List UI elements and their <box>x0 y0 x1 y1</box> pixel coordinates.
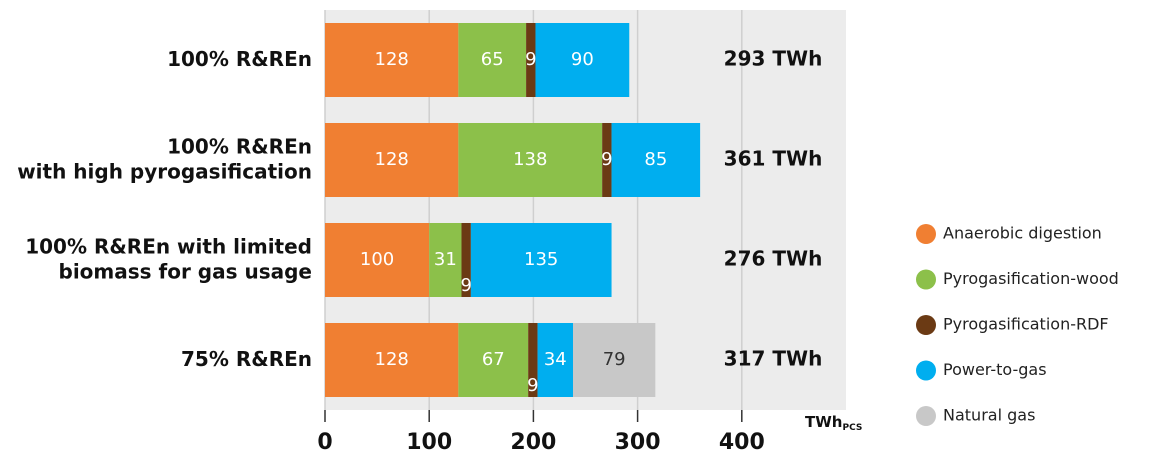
x-axis-unit-sub: PCS <box>842 423 862 433</box>
bar-segment <box>535 23 630 97</box>
legend-label: Pyrogasification-RDF <box>943 315 1109 334</box>
category-label: 100% R&REn with limited biomass for gas u… <box>25 234 312 283</box>
value-label: 9 <box>527 375 538 396</box>
value-label: 65 <box>481 49 504 70</box>
value-label: 9 <box>525 49 536 70</box>
value-label: 31 <box>434 249 457 270</box>
value-label: 128 <box>375 349 409 370</box>
x-tick-label: 300 <box>615 430 661 455</box>
total-label: 317 TWh <box>724 347 823 371</box>
legend-swatch <box>916 224 936 244</box>
bar-segment <box>572 323 656 397</box>
total-label: 361 TWh <box>724 147 823 171</box>
legend-swatch <box>916 315 936 335</box>
category-label: 100% R&REn with high pyrogasification <box>17 134 312 183</box>
bar-segment <box>325 323 459 397</box>
x-tick-label: 400 <box>719 430 765 455</box>
legend-label: Natural gas <box>943 406 1035 425</box>
x-tick-label: 0 <box>317 430 332 455</box>
category-label: 100% R&REn <box>167 47 312 71</box>
total-label: 276 TWh <box>724 247 823 271</box>
bar-segment <box>470 223 612 297</box>
legend-label: Power-to-gas <box>943 360 1047 379</box>
bar-segment <box>461 223 471 297</box>
value-label: 34 <box>544 349 567 370</box>
bar-segment <box>458 323 529 397</box>
value-label: 135 <box>524 249 558 270</box>
category-line: 100% R&REn <box>167 47 312 71</box>
category-line: biomass for gas usage <box>59 259 313 283</box>
value-label: 9 <box>601 149 612 170</box>
category-line: 75% R&REn <box>181 347 312 371</box>
value-label: 9 <box>460 275 471 296</box>
bar-segment <box>602 123 612 197</box>
legend-swatch <box>916 360 936 381</box>
bar-segment <box>528 323 538 397</box>
legend-swatch <box>916 406 936 426</box>
legend-swatch <box>916 269 936 290</box>
x-axis-label: TWhPCS <box>805 413 862 433</box>
legend-label: Pyrogasification-wood <box>943 269 1119 288</box>
value-label: 79 <box>603 349 626 370</box>
x-tick-label: 100 <box>406 430 452 455</box>
value-label: 67 <box>482 349 505 370</box>
category-label: 75% R&REn <box>181 347 312 371</box>
category-line: 100% R&REn <box>167 134 312 158</box>
value-label: 90 <box>571 49 594 70</box>
bar-segment <box>458 123 603 197</box>
bar-segment <box>458 23 527 97</box>
value-label: 128 <box>375 49 409 70</box>
value-label: 128 <box>375 149 409 170</box>
bar-segment <box>325 23 459 97</box>
x-tick-label: 200 <box>510 430 556 455</box>
total-label: 293 TWh <box>724 47 823 71</box>
category-line: with high pyrogasification <box>17 159 312 183</box>
bar-segment <box>325 223 430 297</box>
legend-label: Anaerobic digestion <box>943 224 1102 243</box>
bar-segment <box>611 123 701 197</box>
value-label: 138 <box>513 149 547 170</box>
category-line: 100% R&REn with limited <box>25 234 312 258</box>
x-axis-unit: TWh <box>805 413 842 431</box>
bar-segment <box>429 223 462 297</box>
value-label: 85 <box>644 149 667 170</box>
value-label: 100 <box>360 249 394 270</box>
bar-segment <box>325 123 459 197</box>
bar-segment <box>526 23 536 97</box>
bar-segment <box>537 323 573 397</box>
